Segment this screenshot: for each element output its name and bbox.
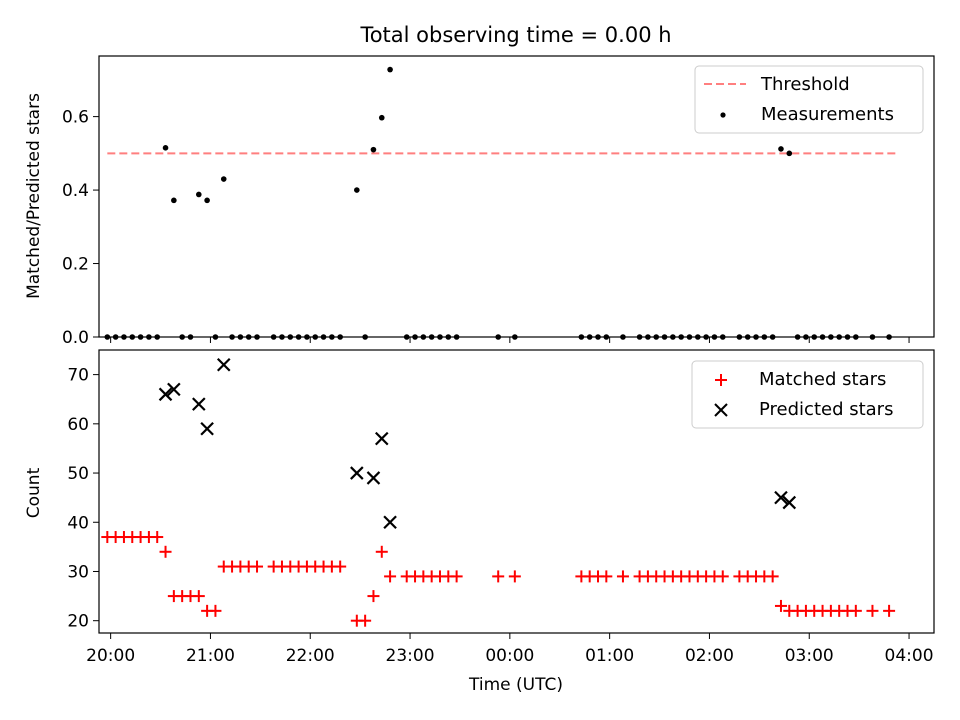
measurement-point: [171, 197, 177, 204]
predicted-star-point: [158, 387, 173, 402]
measurement-point: [196, 191, 202, 198]
x-tick-label: 04:00: [885, 646, 934, 666]
top-legend: Threshold Measurements: [694, 65, 924, 134]
matched-star-point: [774, 599, 787, 612]
matched-star-point: [492, 570, 505, 583]
top-legend-box: [694, 65, 924, 134]
matched-star-point: [334, 560, 347, 573]
top-axes-frame: [98, 55, 935, 338]
top-y-tick-label: 0.6: [62, 108, 89, 128]
matched-star-point: [151, 531, 164, 544]
legend-measurements-label: Measurements: [761, 104, 894, 125]
x-axis-label: Time (UTC): [468, 675, 563, 695]
bottom-y-tick-label: 50: [67, 464, 89, 484]
bottom-axes-ticks: 20 30 40 50 60 70 20:00 21:00 22:00 23:00 00:00 01:…: [67, 366, 933, 666]
legend-predicted-label: Predicted stars: [759, 399, 893, 420]
x-tick-label: 00:00: [485, 646, 534, 666]
measurement-point: [378, 114, 385, 121]
measurement-point: [778, 146, 784, 152]
matched-star-point: [450, 570, 463, 583]
matched-star-point: [766, 570, 779, 583]
legend-matched-marker: [715, 374, 727, 386]
top-y-tick-label: 0.2: [62, 255, 89, 275]
predicted-star-point: [774, 490, 788, 505]
predicted-star-point: [200, 421, 214, 436]
matched-star-point: [716, 570, 729, 583]
matched-star-point: [251, 560, 264, 573]
predicted-star-point: [167, 382, 181, 397]
matched-star-point: [375, 545, 388, 558]
predicted-star-point: [216, 357, 231, 372]
x-tick-label: 20:00: [86, 646, 135, 666]
top-y-tick-label: 0.0: [62, 328, 89, 348]
matched-star-point: [384, 570, 397, 583]
predicted-star-point: [383, 515, 397, 530]
predicted-star-point: [782, 495, 797, 510]
measurement-point: [354, 187, 360, 193]
matched-star-point: [209, 604, 222, 617]
x-tick-label: 21:00: [186, 646, 235, 666]
legend-matched-label: Matched stars: [759, 369, 886, 390]
bottom-y-tick-label: 30: [67, 562, 89, 582]
bottom-legend-box: [691, 360, 924, 429]
matched-star-point: [367, 590, 380, 603]
matched-star-point: [192, 590, 205, 603]
legend-predicted-marker: [714, 403, 728, 417]
measurement-point: [387, 66, 393, 73]
matched-star-point: [883, 604, 896, 617]
matched-star-point: [849, 604, 862, 617]
matched-star-point: [616, 570, 629, 583]
matched-star-point: [600, 570, 613, 583]
predicted-star-point: [350, 466, 364, 480]
bottom-y-axis-label: Count: [24, 467, 44, 518]
measurement-point: [204, 197, 210, 204]
bottom-y-tick-label: 70: [67, 366, 89, 386]
x-tick-label: 23:00: [386, 646, 435, 666]
matched-star-point: [508, 570, 521, 583]
top-axes-ticks: 0.0 0.2 0.4 0.6: [62, 108, 910, 348]
predicted-star-point: [366, 471, 381, 485]
top-y-tick-label: 0.4: [62, 181, 89, 201]
x-tick-label: 02:00: [685, 646, 734, 666]
bottom-legend: Matched stars Predicted stars: [691, 360, 924, 429]
legend-measurements-marker: [720, 112, 726, 118]
measurement-point: [162, 145, 169, 151]
predicted-star-point: [192, 397, 206, 411]
matched-star-point: [159, 545, 172, 558]
measurement-point: [220, 176, 227, 182]
predicted-star-point: [374, 431, 389, 446]
x-tick-label: 22:00: [286, 646, 335, 666]
bottom-y-tick-label: 40: [67, 513, 89, 533]
chart-title: Total observing time = 0.00 h: [359, 23, 671, 47]
measurement-point: [786, 150, 793, 157]
bottom-axes-frame: [98, 349, 935, 634]
x-tick-label: 01:00: [585, 646, 634, 666]
legend-threshold-label: Threshold: [760, 74, 850, 95]
bottom-y-tick-label: 20: [67, 612, 89, 632]
measurement-point: [370, 146, 377, 153]
bottom-y-tick-label: 60: [67, 415, 89, 435]
matched-star-point: [359, 614, 372, 627]
top-chart: Total observing time = 0.00 h Matched/Pr…: [24, 23, 935, 348]
x-tick-label: 03:00: [785, 646, 834, 666]
bottom-plot-area: [101, 357, 896, 627]
top-y-axis-label: Matched/Predicted stars: [24, 93, 44, 299]
matched-star-point: [866, 604, 879, 617]
